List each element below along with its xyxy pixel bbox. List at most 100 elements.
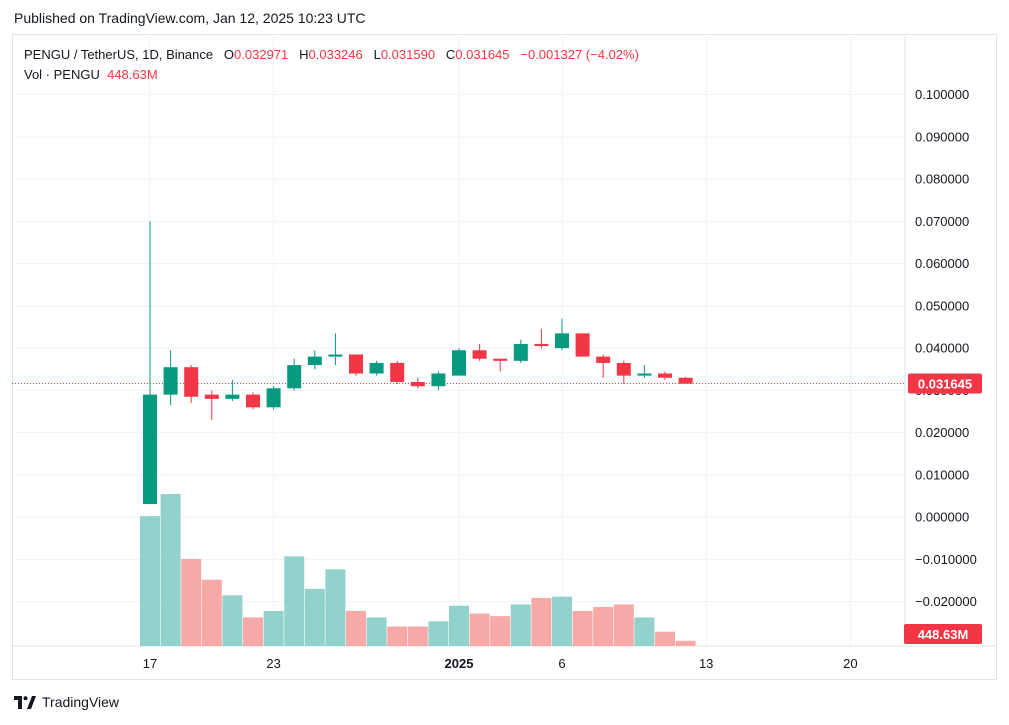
candle-body (225, 394, 240, 399)
volume-line: Vol · PENGU 448.63M (24, 65, 639, 85)
volume-bar (387, 626, 408, 646)
volume-bar (263, 610, 284, 646)
candle-body (287, 365, 302, 389)
candle-body (266, 388, 281, 408)
candle-body (163, 367, 178, 395)
volume-bar (181, 558, 202, 646)
candle-body (472, 350, 487, 359)
price-tick-label: 0.060000 (915, 256, 969, 271)
price-tick-label: 0.080000 (915, 172, 969, 187)
candle-body (349, 354, 363, 374)
price-tick-label: −0.010000 (915, 552, 977, 567)
time-tick-label: 2025 (445, 656, 474, 671)
candle-body (596, 356, 611, 363)
volume-bars (140, 494, 696, 646)
price-tick-label: 0.100000 (915, 87, 969, 102)
change-value: −0.001327 (−4.02%) (520, 47, 639, 62)
volume-bar (469, 613, 490, 646)
volume-badge-text: 448.63M (918, 627, 969, 642)
candle-body (369, 362, 384, 374)
symbol-label[interactable]: PENGU / TetherUS, 1D, Binance (24, 47, 214, 62)
volume-value: 448.63M (107, 67, 158, 82)
high-value: 0.033246 (308, 47, 363, 62)
open-label: O (223, 47, 235, 62)
time-tick-label: 20 (843, 656, 857, 671)
time-axis: 17 23 2025 6 13 20 (143, 656, 858, 671)
volume-bar (593, 607, 614, 646)
candle-body (678, 377, 693, 384)
open-value: 0.032971 (234, 47, 289, 62)
chart-legend: PENGU / TetherUS, 1D, Binance O0.032971 … (24, 45, 639, 85)
price-tick-label: 0.050000 (915, 298, 969, 313)
volume-bar (346, 610, 366, 646)
tradingview-brand[interactable]: TradingView (42, 694, 120, 710)
price-tick-label: −0.020000 (915, 594, 977, 609)
candle-body (658, 373, 672, 378)
volume-bar (201, 579, 222, 646)
volume-bar (552, 596, 572, 646)
volume-bar (572, 610, 593, 646)
candles (143, 221, 693, 505)
candlestick-chart[interactable]: 0.100000 0.090000 0.080000 0.070000 0.060000… (12, 34, 997, 680)
volume-bar (325, 569, 346, 646)
close-value: 0.031645 (455, 47, 510, 62)
time-tick-label: 13 (699, 656, 713, 671)
high-label: H (299, 47, 309, 62)
candle-body (328, 354, 343, 357)
volume-bar (490, 616, 511, 646)
candle-body (204, 394, 219, 399)
volume-bar (531, 597, 552, 646)
candle-body (555, 333, 569, 349)
volume-bar (428, 621, 449, 646)
price-tick-label: 0.000000 (915, 510, 969, 525)
volume-label[interactable]: Vol · PENGU (24, 67, 100, 82)
volume-bar (407, 626, 428, 646)
candle-body (513, 343, 528, 361)
candle-body (534, 343, 549, 347)
volume-bar (284, 556, 305, 646)
low-value: 0.031590 (380, 47, 436, 62)
volume-bar (366, 617, 387, 646)
axis-badges: 0.031645 448.63M (904, 373, 982, 644)
chart-frame (12, 34, 997, 680)
candle-body (184, 367, 199, 397)
low-label: L (373, 47, 381, 62)
volume-bar (510, 604, 531, 646)
volume-bar (449, 605, 469, 646)
time-tick-label: 23 (266, 656, 280, 671)
candle-body (410, 381, 425, 387)
candle-body (637, 373, 652, 376)
candle-body (307, 356, 322, 366)
last-price-badge-text: 0.031645 (918, 376, 972, 391)
volume-bar (160, 494, 181, 646)
time-tick-label: 17 (143, 656, 157, 671)
close-label: C (445, 47, 456, 62)
price-tick-label: 0.070000 (915, 214, 969, 229)
last-price-badge (908, 373, 982, 394)
price-tick-label: 0.010000 (915, 467, 969, 482)
volume-bar (140, 516, 160, 646)
volume-bar (222, 595, 243, 646)
ohlc-line: PENGU / TetherUS, 1D, Binance O0.032971 … (24, 45, 639, 65)
candle-body (575, 333, 590, 357)
candle-body (143, 394, 157, 505)
volume-bar (634, 617, 655, 646)
candle-body (493, 358, 508, 361)
price-tick-label: 0.040000 (915, 341, 969, 356)
price-tick-label: 0.020000 (915, 425, 969, 440)
price-tick-label: 0.090000 (915, 129, 969, 144)
volume-bar (675, 640, 696, 646)
candle-body (390, 362, 405, 382)
candle-body (616, 362, 631, 376)
candle-body (431, 373, 446, 387)
tradingview-logo-icon[interactable] (14, 695, 36, 709)
volume-bar (655, 631, 675, 646)
time-tick-label: 6 (558, 656, 565, 671)
footer: TradingView (14, 694, 119, 710)
volume-badge (904, 624, 982, 644)
price-axis: 0.100000 0.090000 0.080000 0.070000 0.060000… (915, 87, 977, 609)
volume-bar (613, 604, 634, 646)
candle-body (246, 394, 260, 408)
volume-bar (304, 588, 325, 646)
volume-bar (243, 617, 263, 646)
